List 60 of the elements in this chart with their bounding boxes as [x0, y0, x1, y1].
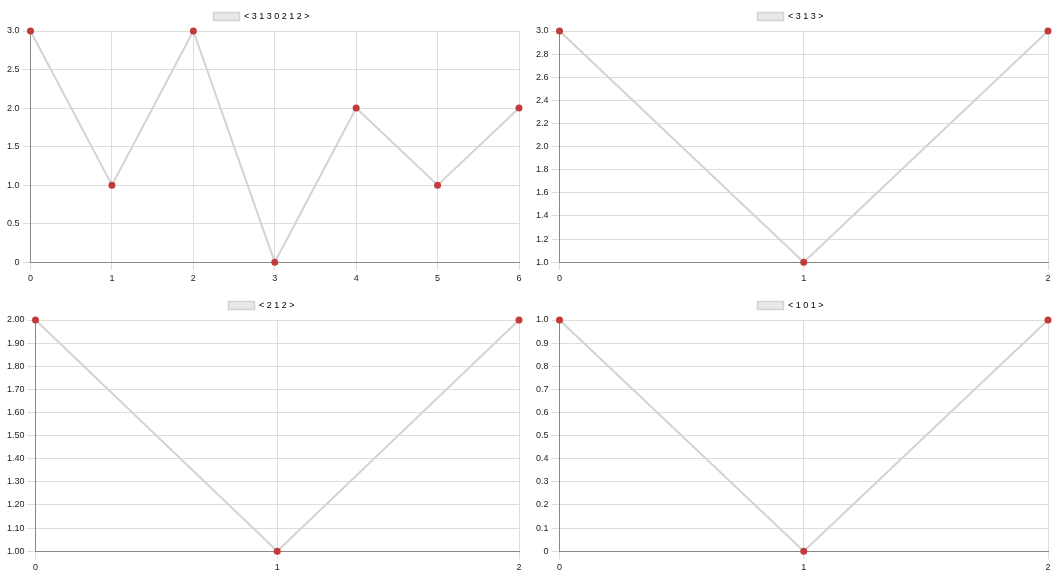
x-tick-label: 1: [801, 273, 807, 284]
legend-label: < 3 1 3 0 2 1 2 >: [243, 10, 310, 21]
y-tick-label: 1.0: [7, 179, 20, 190]
y-tick-label: 1.50: [6, 430, 25, 441]
y-tick-label: 1.90: [6, 337, 25, 348]
y-tick-label: 2.5: [7, 64, 20, 75]
x-tick-label: 0: [557, 273, 563, 284]
y-tick-label: 1.0: [536, 256, 549, 267]
y-tick-label: 1.10: [6, 522, 25, 533]
y-tick-label: 0.1: [536, 522, 549, 533]
y-tick-label: 1.5: [7, 141, 20, 152]
y-tick-label: 2.2: [536, 117, 549, 128]
y-tick-label: 0.4: [536, 453, 549, 464]
y-tick-label: 1.40: [6, 453, 25, 464]
y-tick-label: 1.80: [6, 360, 25, 371]
y-tick-label: 3.0: [7, 25, 20, 36]
x-tick-label: 2: [1045, 562, 1051, 573]
y-tick-label: 1.0: [536, 314, 549, 325]
y-tick-label: 1.6: [536, 187, 549, 198]
y-tick-label: 1.8: [536, 164, 549, 175]
y-tick-label: 0.2: [536, 499, 549, 510]
x-tick-label: 2: [1045, 273, 1051, 284]
y-tick-label: 1.70: [6, 383, 25, 394]
y-tick-label: 2.0: [7, 102, 20, 113]
y-tick-label: 0.5: [7, 218, 20, 229]
y-tick-label: 0.6: [536, 406, 549, 417]
y-tick-label: 1.30: [6, 476, 25, 487]
y-tick-label: 2.4: [536, 94, 549, 105]
y-tick-label: 0.5: [536, 430, 549, 441]
x-tick-label: 6: [516, 273, 522, 284]
legend-label: < 3 1 3 >: [787, 10, 824, 21]
y-tick-label: 0: [543, 545, 549, 556]
y-tick-label: 2.8: [536, 48, 549, 59]
y-tick-label: 1.2: [536, 233, 549, 244]
x-tick-label: 5: [435, 273, 441, 284]
y-tick-label: 1.4: [536, 210, 549, 221]
y-tick-label: 0.3: [536, 476, 549, 487]
x-tick-label: 0: [28, 273, 34, 284]
legend-label: < 2 1 2 >: [258, 299, 295, 310]
x-tick-label: 1: [109, 273, 115, 284]
x-tick-label: 2: [190, 273, 196, 284]
x-tick-label: 4: [353, 273, 359, 284]
y-tick-label: 0.9: [536, 337, 549, 348]
y-tick-label: 2.00: [6, 314, 25, 325]
y-tick-label: 2.0: [536, 141, 549, 152]
y-tick-label: 1.20: [6, 499, 25, 510]
x-tick-label: 3: [272, 273, 278, 284]
y-tick-label: 2.6: [536, 71, 549, 82]
y-tick-label: 3.0: [536, 25, 549, 36]
x-tick-label: 2: [516, 562, 522, 573]
y-tick-label: 1.00: [6, 545, 25, 556]
x-tick-label: 0: [557, 562, 563, 573]
legend-label: < 1 0 1 >: [787, 299, 824, 310]
y-tick-label: 0.7: [536, 383, 549, 394]
y-tick-label: 0: [14, 256, 20, 267]
x-tick-label: 1: [274, 562, 280, 573]
y-tick-label: 1.60: [6, 406, 25, 417]
x-tick-label: 1: [801, 562, 807, 573]
x-tick-label: 0: [33, 562, 39, 573]
y-tick-label: 0.8: [536, 360, 549, 371]
